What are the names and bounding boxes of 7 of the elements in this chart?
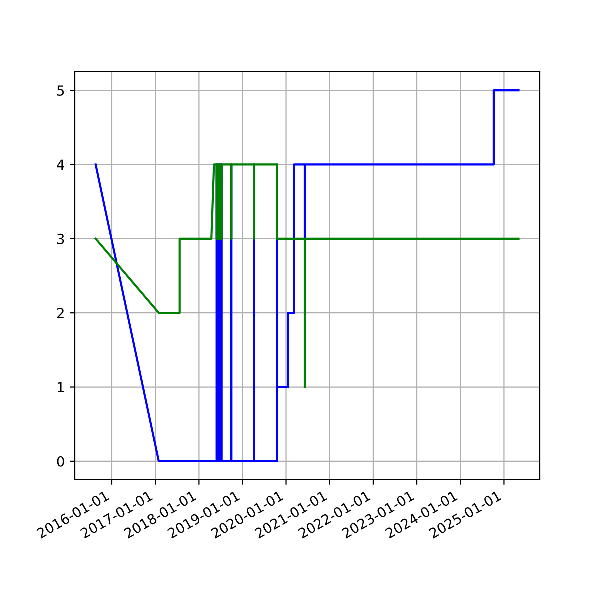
y-tick-label: 5 (58, 86, 64, 96)
y-tick-label: 1 (58, 382, 64, 393)
line-series (94, 164, 520, 388)
y-tick-label: 0 (57, 456, 64, 467)
y-tick-label: 2 (57, 308, 64, 318)
y-tick-label: 3 (58, 234, 64, 244)
y-tick-label: 4 (57, 160, 64, 170)
